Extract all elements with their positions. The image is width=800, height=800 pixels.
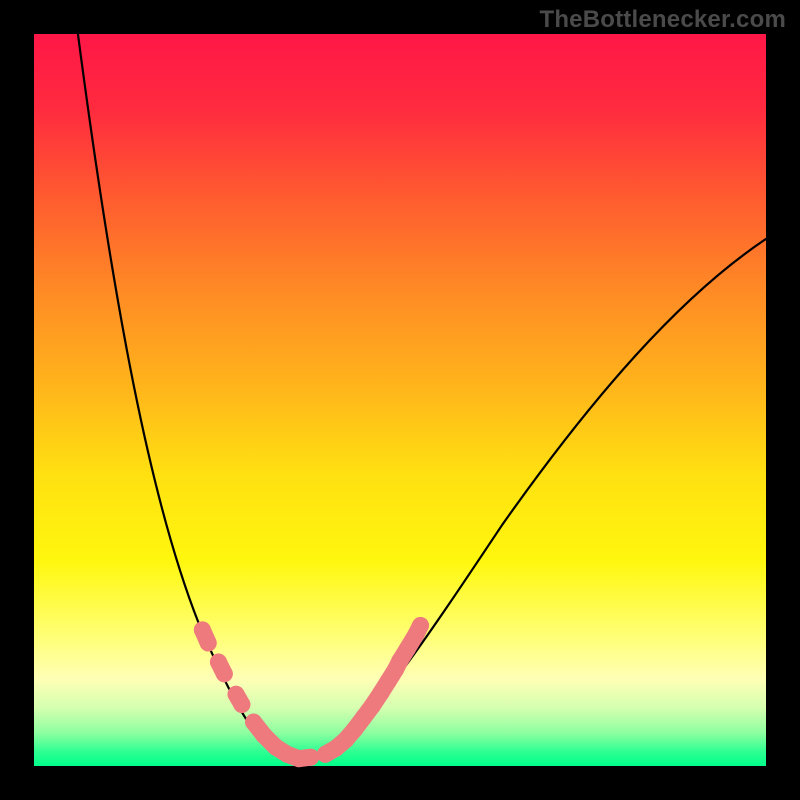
marker-dot bbox=[216, 665, 233, 682]
marker-dot bbox=[200, 635, 217, 652]
marker-dot bbox=[302, 749, 319, 766]
watermark-text: TheBottlenecker.com bbox=[539, 6, 786, 34]
marker-dot bbox=[412, 617, 429, 634]
marker-dot bbox=[399, 640, 416, 657]
bottleneck-chart bbox=[0, 0, 800, 800]
marker-dot bbox=[233, 696, 250, 713]
chart-frame: TheBottlenecker.com bbox=[0, 0, 800, 800]
